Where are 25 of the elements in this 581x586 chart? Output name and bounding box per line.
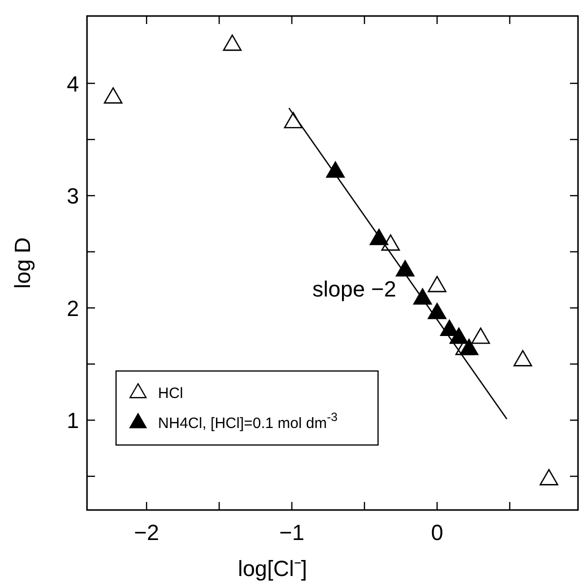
x-axis-title: log[Cl⁻] [238,556,308,581]
point [428,276,446,292]
point [326,161,345,178]
y-axis-title: log D [10,237,35,289]
annotation: slope −2 [312,276,396,302]
x-tick-label: −2 [134,520,160,545]
y-tick-label: 1 [66,408,79,434]
point [222,34,242,51]
point [428,302,446,320]
point [513,350,532,366]
x-tick-label: −1 [279,520,304,545]
point [284,112,303,128]
point [413,288,432,305]
legend-label: NH4Cl, [HCl]=0.1 mol dm$^{-3}$ [158,410,338,432]
x-tick-label: 0 [430,520,444,545]
y-tick-label: 2 [66,296,79,321]
legend-label: HCl [158,385,184,402]
point [460,338,478,356]
point [104,87,122,104]
y-tick-label: 4 [66,71,79,96]
point [396,260,414,277]
y-tick-label: 3 [66,184,79,209]
point [471,328,490,344]
point [540,469,558,486]
point [450,328,468,344]
